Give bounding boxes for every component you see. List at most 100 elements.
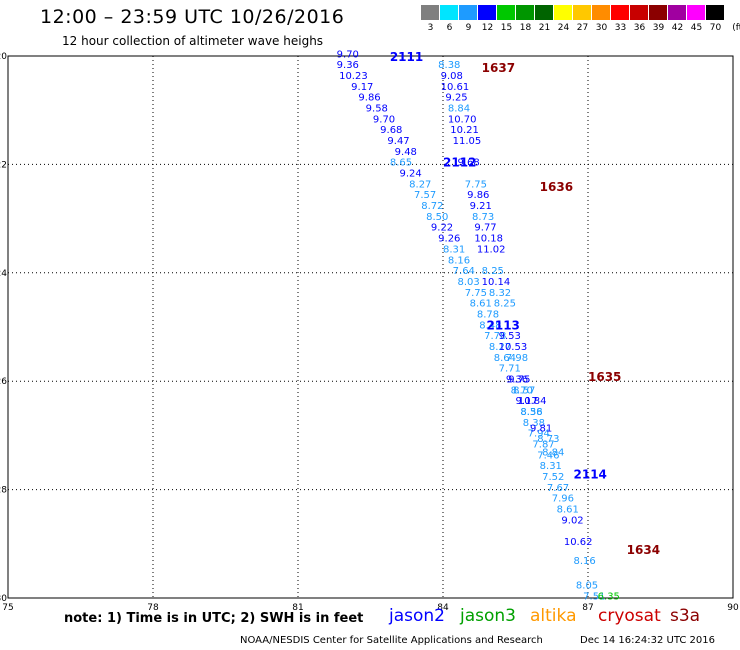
swh-value: 9.48 bbox=[395, 147, 417, 158]
swh-value: 8.03 bbox=[458, 277, 480, 288]
swh-value: 8.31 bbox=[443, 244, 465, 255]
swh-value: 9.21 bbox=[470, 201, 492, 212]
swh-value: 8.56 bbox=[520, 407, 542, 418]
swh-value: 7.78 bbox=[484, 331, 506, 342]
scale-swatch bbox=[459, 5, 478, 20]
swh-value: 7.52 bbox=[542, 472, 564, 483]
scale-swatch bbox=[516, 5, 535, 20]
scale-label: 6 bbox=[446, 23, 453, 33]
lat-tick-label: -28 bbox=[0, 486, 7, 496]
scale-label: 39 bbox=[652, 23, 665, 33]
scale-label: 21 bbox=[538, 23, 551, 33]
swh-value: 8.73 bbox=[537, 434, 559, 445]
swh-value: 9.17 bbox=[516, 396, 538, 407]
scale-label: 45 bbox=[690, 23, 703, 33]
scale-unit: (ft) bbox=[732, 23, 740, 33]
swh-value: 8.27 bbox=[409, 179, 431, 190]
scale-swatch bbox=[440, 5, 459, 20]
legend-item-s3a: s3a bbox=[670, 606, 701, 626]
scale-swatch bbox=[592, 5, 611, 20]
scale-swatch bbox=[478, 5, 497, 20]
swh-value: 8.38 bbox=[523, 418, 545, 429]
scale-label: 33 bbox=[614, 23, 627, 33]
scale-swatch bbox=[611, 5, 630, 20]
swh-value: 9.68 bbox=[458, 158, 480, 169]
scale-label: 3 bbox=[427, 23, 434, 33]
swh-value: 10.70 bbox=[448, 114, 477, 125]
swh-value: 8.78 bbox=[477, 309, 499, 320]
swh-value: 9.36 bbox=[506, 374, 528, 385]
swh-value: 8.61 bbox=[470, 299, 492, 310]
swh-value: 7.75 bbox=[465, 288, 487, 299]
swh-value: 8.73 bbox=[472, 212, 494, 223]
lon-tick-label: 84 bbox=[437, 603, 449, 613]
swh-value: 8.70 bbox=[511, 385, 533, 396]
legend-item-jason3: jason3 bbox=[460, 606, 516, 626]
swh-value: 10.84 bbox=[518, 396, 547, 407]
swh-value: 9.26 bbox=[438, 234, 460, 245]
legend-item-cryosat: cryosat bbox=[598, 606, 661, 626]
swh-value: 9.86 bbox=[467, 190, 489, 201]
swh-value: 7.64 bbox=[453, 266, 475, 277]
swh-value: 8.64 bbox=[494, 353, 516, 364]
page-title: 12:00 – 23:59 UTC 10/26/2016 bbox=[40, 6, 345, 28]
pass-number-label: 1636 bbox=[540, 180, 573, 194]
lat-tick-label: -26 bbox=[0, 377, 7, 387]
scale-swatch bbox=[421, 5, 440, 20]
swh-value: 11.05 bbox=[453, 136, 482, 147]
swh-value: 8.27 bbox=[489, 342, 511, 353]
swh-value: 8.32 bbox=[489, 288, 511, 299]
swh-value: 8.48 bbox=[479, 320, 501, 331]
page-subtitle: 12 hour collection of altimeter wave hei… bbox=[62, 34, 324, 48]
swh-value: 8.57 bbox=[513, 385, 535, 396]
swh-value: 8.25 bbox=[494, 299, 516, 310]
swh-value: 8.16 bbox=[574, 556, 596, 567]
swh-value: 6.35 bbox=[598, 591, 620, 602]
swh-value: 7.57 bbox=[414, 190, 436, 201]
scale-swatch bbox=[535, 5, 554, 20]
swh-value: 8.38 bbox=[520, 407, 542, 418]
map-frame bbox=[7, 55, 734, 599]
lon-tick-label: 78 bbox=[147, 603, 159, 613]
scale-label: 18 bbox=[519, 23, 532, 33]
swh-value: 7.67 bbox=[547, 483, 569, 494]
lon-tick-label: 87 bbox=[582, 603, 593, 613]
swh-value: 7.46 bbox=[537, 450, 559, 461]
swh-value: 9.02 bbox=[561, 515, 583, 526]
swh-value: 7.51 bbox=[583, 591, 605, 602]
swh-value: 9.36 bbox=[337, 60, 359, 71]
scale-label: 36 bbox=[633, 23, 646, 33]
swh-value: 7.98 bbox=[506, 353, 528, 364]
pass-number-label: 2112 bbox=[443, 156, 476, 170]
swh-value: 8.65 bbox=[390, 158, 412, 169]
swh-value: 10.18 bbox=[474, 234, 503, 245]
swh-value: 10.61 bbox=[441, 82, 470, 93]
swh-value: 8.84 bbox=[448, 103, 470, 114]
swh-value: 9.77 bbox=[474, 223, 496, 234]
scale-swatch bbox=[554, 5, 573, 20]
swh-value: 9.24 bbox=[400, 169, 422, 180]
swh-value: 7.87 bbox=[532, 440, 554, 451]
swh-value: 9.53 bbox=[499, 331, 521, 342]
pass-number-label: 2113 bbox=[487, 318, 520, 332]
swh-value: 8.50 bbox=[426, 212, 448, 223]
swh-value: 10.23 bbox=[339, 71, 368, 82]
lon-tick-label: 75 bbox=[2, 603, 13, 613]
scale-swatch bbox=[687, 5, 706, 20]
pass-number-label: 2114 bbox=[574, 467, 607, 481]
scale-swatch bbox=[668, 5, 687, 20]
scale-swatch bbox=[630, 5, 649, 20]
scale-swatch bbox=[706, 5, 725, 20]
scale-label: 12 bbox=[481, 23, 494, 33]
swh-value: 8.84 bbox=[542, 448, 564, 459]
swh-value: 9.68 bbox=[380, 125, 402, 136]
swh-value: 9.08 bbox=[441, 71, 463, 82]
scale-swatch bbox=[497, 5, 516, 20]
pass-number-label: 1637 bbox=[482, 61, 515, 75]
credit-line: NOAA/NESDIS Center for Satellite Applica… bbox=[240, 635, 543, 646]
swh-value: 7.94 bbox=[528, 429, 550, 440]
swh-value: 8.61 bbox=[557, 505, 579, 516]
swh-value: 8.31 bbox=[540, 461, 562, 472]
